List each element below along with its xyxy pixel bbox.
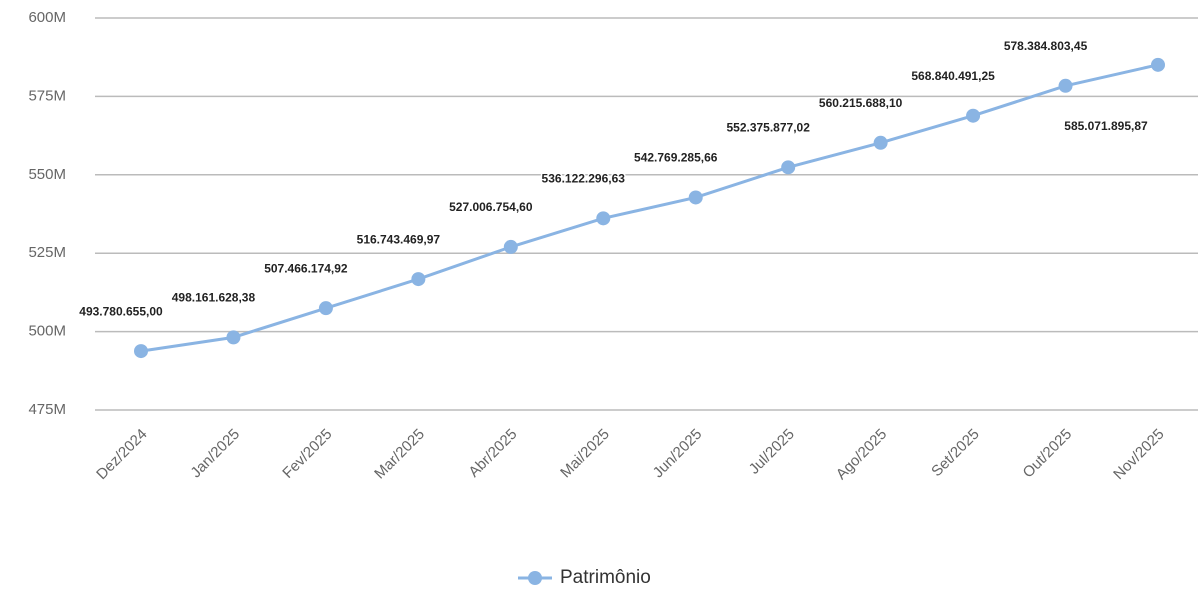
value-label: 493.780.655,00: [79, 304, 163, 318]
x-tick-label: Jun/2025: [650, 426, 706, 482]
legend: Patrimônio: [518, 567, 651, 588]
x-tick-label: Ago/2025: [833, 426, 890, 483]
point: [1151, 57, 1165, 72]
x-tick-label: Mai/2025: [557, 426, 613, 482]
value-label: 507.466.174,92: [264, 261, 348, 275]
y-tick-label: 500M: [28, 323, 66, 340]
x-tick-label: Dez/2024: [93, 426, 150, 483]
x-tick-label: Jul/2025: [746, 426, 798, 478]
point: [688, 190, 703, 205]
value-label: 516.743.469,97: [357, 232, 441, 246]
x-tick-label: Nov/2025: [1110, 426, 1167, 483]
value-label: 585.071.895,87: [1064, 119, 1148, 133]
y-tick-label: 525M: [28, 244, 66, 261]
x-tick-label: Set/2025: [928, 426, 982, 480]
point: [134, 344, 148, 359]
series-line: [140, 63, 1159, 353]
point: [411, 272, 426, 287]
value-label: 552.375.877,02: [726, 121, 810, 135]
x-tick-label: Abr/2025: [465, 426, 520, 481]
value-label: 536.122.296,63: [542, 171, 626, 185]
x-tick-label: Out/2025: [1020, 426, 1076, 482]
x-tick-label: Mar/2025: [371, 426, 428, 483]
point: [596, 211, 611, 226]
legend-label: Patrimônio: [560, 567, 651, 588]
value-label: 542.769.285,66: [634, 151, 718, 165]
point: [226, 330, 241, 345]
x-tick-label: Fev/2025: [279, 426, 335, 482]
value-label: 498.161.628,38: [172, 291, 256, 305]
point: [781, 160, 796, 175]
y-tick-label: 575M: [28, 87, 66, 104]
y-tick-label: 475M: [28, 401, 66, 418]
y-tick-label: 600M: [28, 9, 66, 26]
value-label: 527.006.754,60: [449, 200, 533, 214]
x-tick-label: Jan/2025: [187, 426, 243, 482]
point: [318, 301, 333, 316]
legend-marker: [528, 571, 542, 585]
point: [1058, 78, 1073, 93]
point: [503, 239, 518, 254]
y-tick-label: 550M: [28, 166, 66, 183]
value-label: 578.384.803,45: [1004, 39, 1088, 53]
point: [873, 135, 888, 150]
value-label: 568.840.491,25: [911, 69, 995, 83]
point: [966, 108, 981, 123]
value-label: 560.215.688,10: [819, 96, 903, 110]
